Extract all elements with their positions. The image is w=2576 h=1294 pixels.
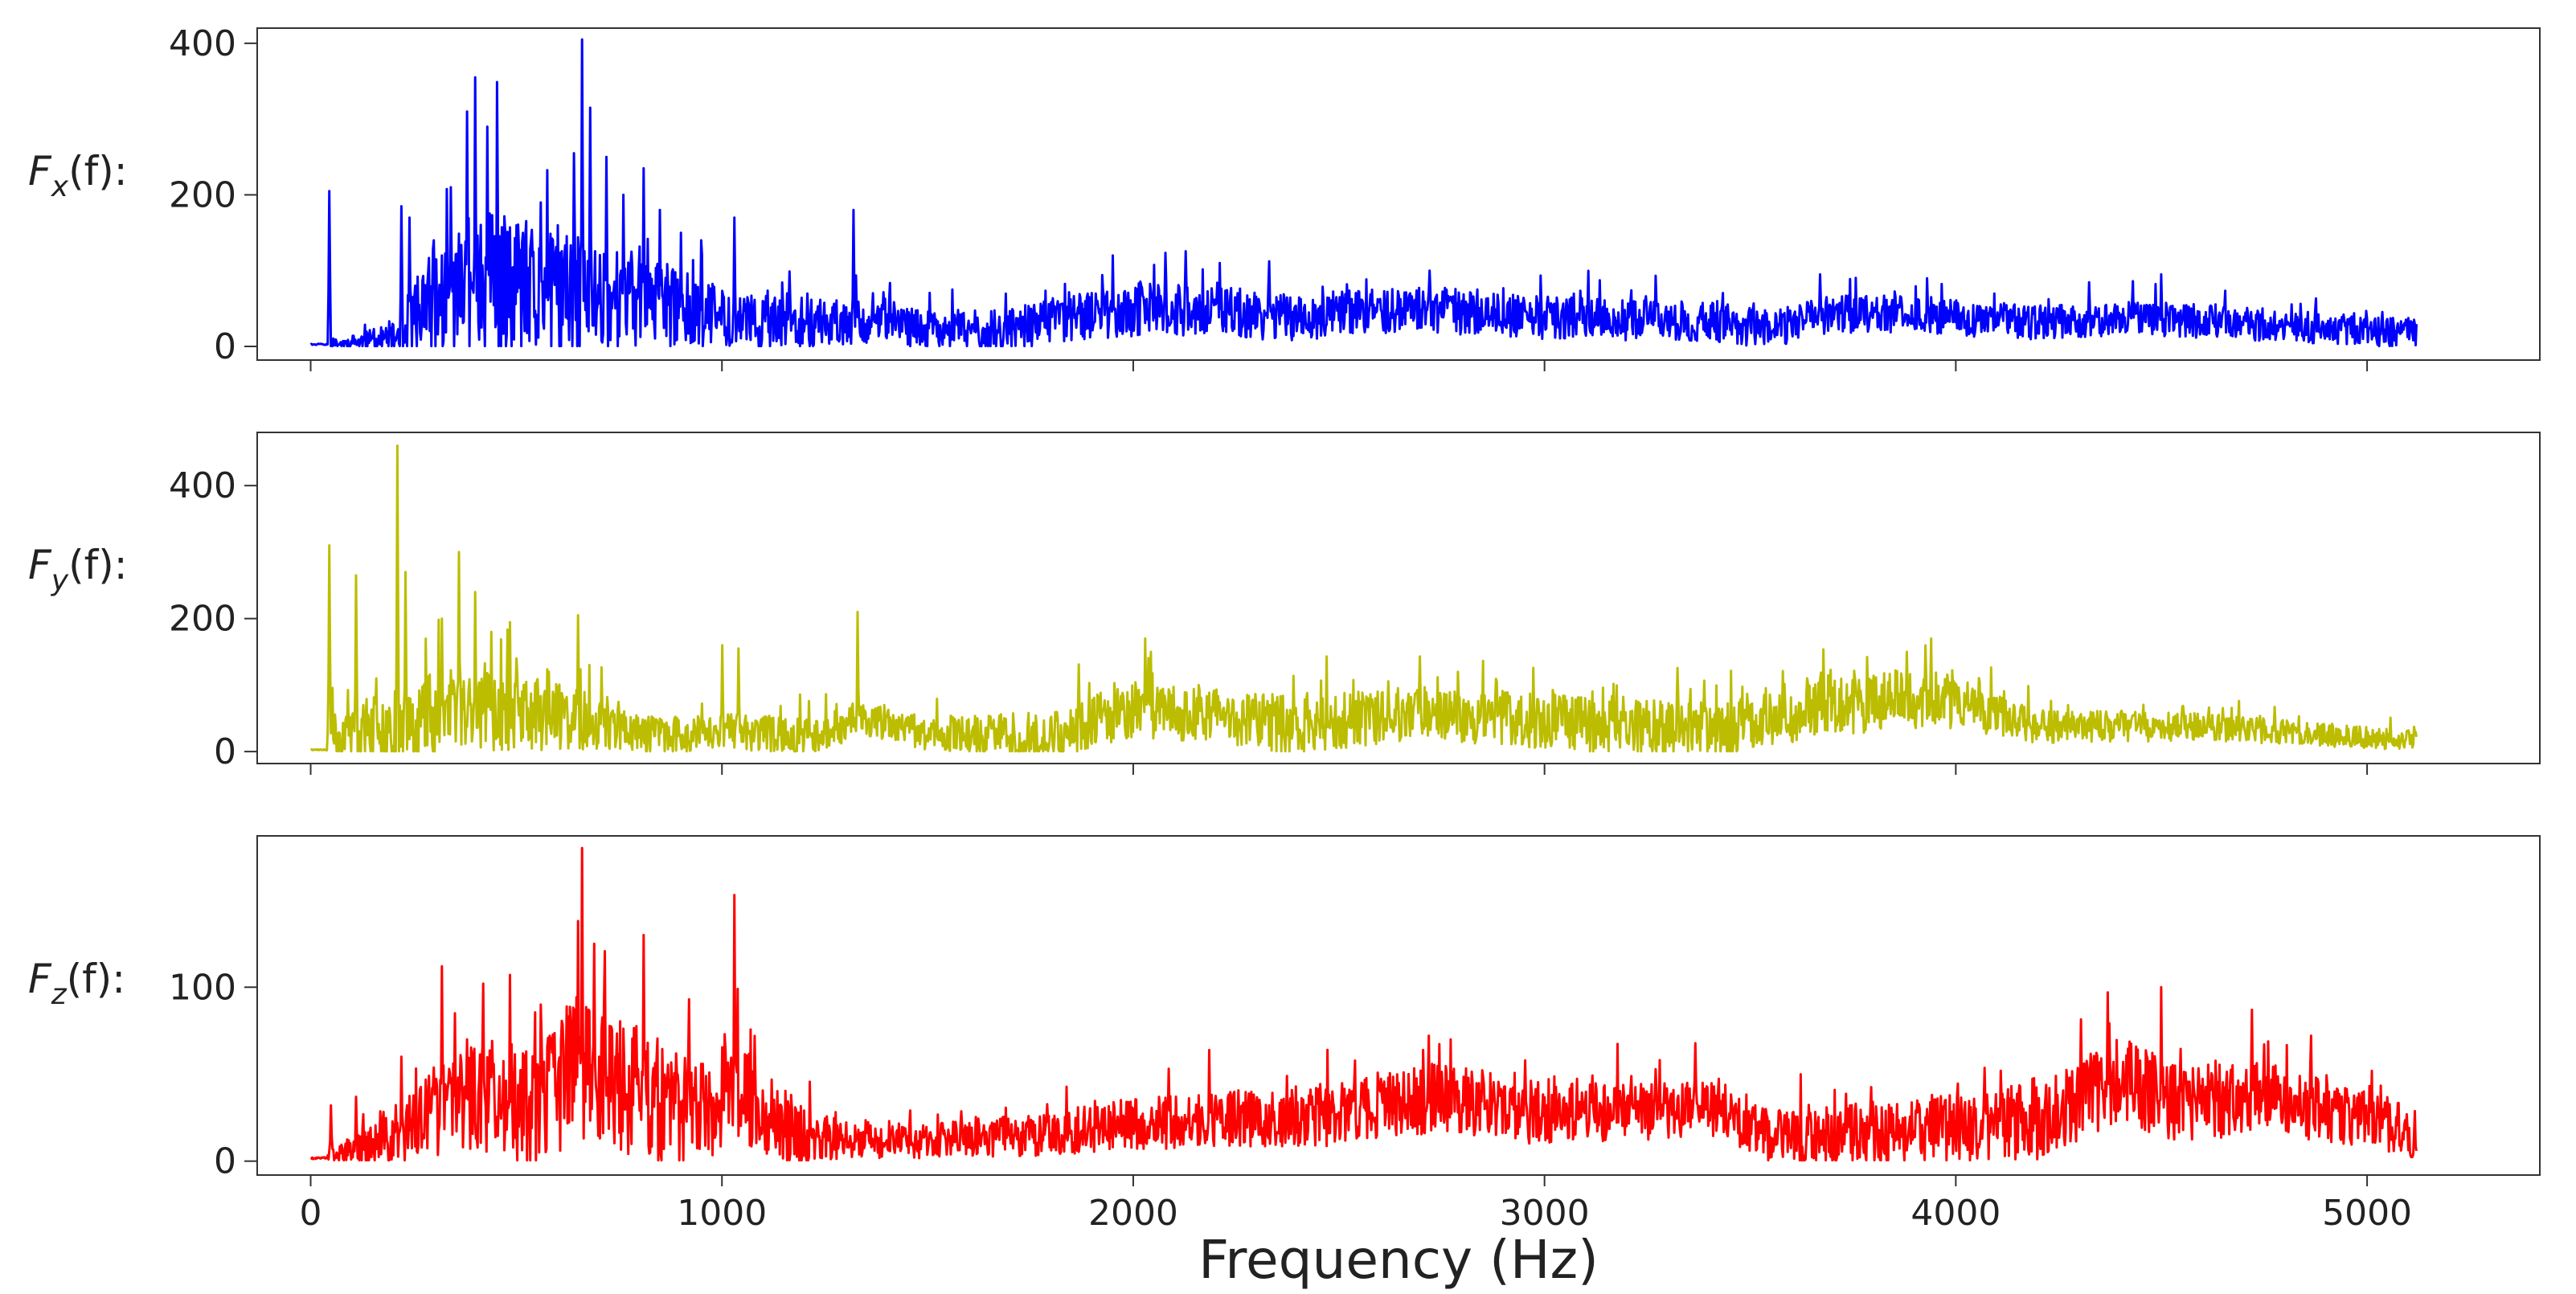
fz-ylabel: Fz(f): xyxy=(28,956,125,1011)
svg-text:Fx(f):: Fx(f): xyxy=(28,148,128,203)
fy-y-axis: 0 200 400 xyxy=(169,465,257,772)
fy-series-line xyxy=(310,444,2418,753)
fx-x-axis xyxy=(309,360,2369,371)
fy-y-tick-label: 0 xyxy=(214,731,236,772)
svg-text:Fy(f):: Fy(f): xyxy=(28,542,128,597)
panel-fz: Fz(f): 0 100 0 1000 2000 3000 4000 5000 xyxy=(28,835,2541,1234)
fz-series-line xyxy=(309,846,2418,1162)
fy-y-tick-label: 400 xyxy=(169,465,236,506)
x-tick-label: 2000 xyxy=(1088,1193,1178,1234)
panel-fy: Fy(f): 0 200 400 xyxy=(28,432,2541,775)
fz-plot-frame xyxy=(256,835,2541,1176)
x-tick-label: 1000 xyxy=(677,1193,767,1234)
fz-x-axis: 0 1000 2000 3000 4000 5000 xyxy=(300,1175,2412,1234)
x-axis-label: Frequency (Hz) xyxy=(1198,1229,1599,1291)
svg-text:Fz(f):: Fz(f): xyxy=(28,956,125,1011)
fz-y-tick-label: 100 xyxy=(169,967,236,1008)
fx-y-tick-label: 0 xyxy=(214,326,236,367)
fz-y-tick-label: 0 xyxy=(214,1141,236,1182)
fx-y-tick-label: 200 xyxy=(169,174,236,215)
fx-ylabel: Fx(f): xyxy=(28,148,128,203)
fy-y-tick-label: 200 xyxy=(169,599,236,640)
fx-series-line xyxy=(309,38,2418,348)
fz-y-axis: 0 100 xyxy=(169,967,257,1182)
fy-ylabel: Fy(f): xyxy=(28,542,128,597)
fx-y-axis: 0 200 400 xyxy=(169,23,257,367)
x-tick-label: 3000 xyxy=(1500,1193,1590,1234)
x-tick-label: 0 xyxy=(300,1193,322,1234)
x-tick-label: 5000 xyxy=(2322,1193,2412,1234)
x-tick-label: 4000 xyxy=(1910,1193,2001,1234)
fx-y-tick-label: 400 xyxy=(169,23,236,64)
fy-x-axis xyxy=(309,764,2369,775)
panel-fx: Fx(f): 0 200 400 xyxy=(28,23,2541,371)
fy-plot-frame xyxy=(256,432,2541,764)
fx-plot-frame xyxy=(256,27,2541,361)
